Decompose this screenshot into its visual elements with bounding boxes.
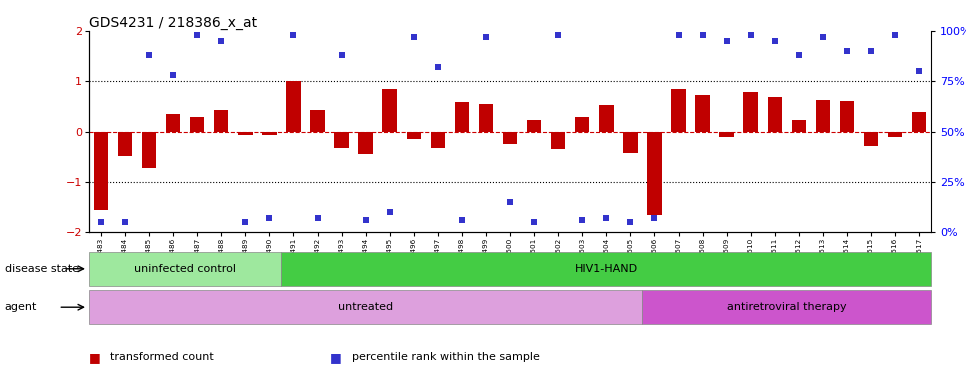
Point [599, 215, 614, 221]
Point [767, 38, 782, 44]
Bar [238, 131, 252, 134]
Point [864, 48, 879, 54]
Bar [431, 131, 445, 148]
Text: uninfected control: uninfected control [134, 264, 236, 274]
Point [743, 31, 758, 38]
Bar [864, 131, 878, 146]
Bar [642, 290, 931, 324]
Bar [647, 131, 662, 215]
Bar [815, 100, 830, 131]
Text: ■: ■ [89, 351, 100, 364]
Point [623, 219, 639, 225]
Text: percentile rank within the sample: percentile rank within the sample [352, 352, 539, 362]
Bar [551, 131, 565, 149]
Point [839, 48, 855, 54]
Bar [358, 131, 373, 154]
Text: disease state: disease state [5, 264, 79, 274]
Bar [455, 102, 469, 131]
Point [141, 52, 156, 58]
Bar [671, 89, 686, 131]
Bar [89, 252, 281, 286]
Point [551, 31, 566, 38]
Bar [94, 131, 108, 210]
Point [117, 219, 132, 225]
Point [454, 217, 469, 223]
Bar [839, 101, 854, 131]
Bar [281, 252, 931, 286]
Text: transformed count: transformed count [110, 352, 213, 362]
Bar [503, 131, 517, 144]
Point [478, 34, 494, 40]
Bar [286, 81, 300, 131]
Point [646, 215, 662, 221]
Bar [720, 131, 734, 137]
Bar [479, 104, 494, 131]
Text: antiretroviral therapy: antiretroviral therapy [727, 302, 846, 312]
Text: HIV1-HAND: HIV1-HAND [575, 264, 638, 274]
Point [286, 31, 301, 38]
Bar [214, 110, 229, 131]
Point [670, 31, 686, 38]
Bar [334, 131, 349, 148]
Bar [744, 92, 758, 131]
Text: ■: ■ [330, 351, 342, 364]
Bar [118, 131, 132, 156]
Point [888, 31, 903, 38]
Bar [888, 131, 902, 137]
Point [502, 199, 518, 205]
Text: GDS4231 / 218386_x_at: GDS4231 / 218386_x_at [89, 16, 257, 30]
Bar [166, 114, 181, 131]
Bar [310, 110, 325, 131]
Point [695, 31, 710, 38]
Point [213, 38, 229, 44]
Bar [383, 89, 397, 131]
Point [815, 34, 831, 40]
Point [912, 68, 927, 74]
Bar [696, 95, 710, 131]
Point [430, 64, 445, 70]
Text: agent: agent [5, 302, 38, 312]
Bar [262, 131, 276, 134]
Bar [912, 113, 926, 131]
Bar [768, 97, 782, 131]
Bar [599, 105, 613, 131]
Point [238, 219, 253, 225]
Point [310, 215, 326, 221]
Point [189, 31, 205, 38]
Point [93, 219, 108, 225]
Point [791, 52, 807, 58]
Point [526, 219, 542, 225]
Point [165, 72, 181, 78]
Point [406, 34, 421, 40]
Point [575, 217, 590, 223]
Bar [190, 118, 205, 131]
Point [334, 52, 350, 58]
Bar [791, 121, 806, 131]
Bar [407, 131, 421, 139]
Point [382, 209, 397, 215]
Text: untreated: untreated [338, 302, 393, 312]
Bar [89, 290, 642, 324]
Point [719, 38, 734, 44]
Bar [575, 118, 589, 131]
Point [358, 217, 374, 223]
Bar [623, 131, 638, 153]
Point [262, 215, 277, 221]
Bar [142, 131, 156, 168]
Bar [526, 121, 541, 131]
